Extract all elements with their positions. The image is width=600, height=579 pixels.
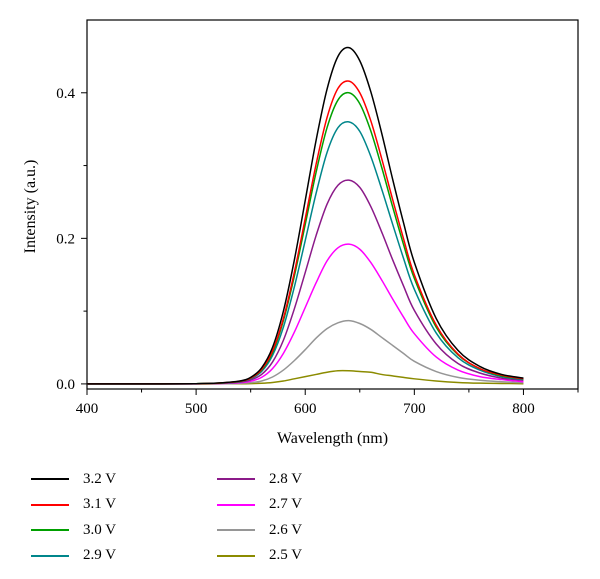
legend-swatch bbox=[31, 529, 69, 531]
legend-label: 3.2 V bbox=[83, 470, 117, 487]
legend-label: 2.8 V bbox=[269, 470, 303, 487]
x-tick-label: 800 bbox=[512, 401, 535, 417]
x-axis-title: Wavelength (nm) bbox=[277, 430, 388, 447]
legend-item: 2.7 V bbox=[217, 494, 302, 516]
x-tick-label: 700 bbox=[403, 401, 426, 417]
legend-label: 3.1 V bbox=[83, 496, 117, 512]
legend-swatch bbox=[31, 503, 69, 506]
legend-swatch bbox=[217, 529, 255, 531]
legend-label: 2.7 V bbox=[269, 496, 303, 512]
y-axis: 0.0 0.2 0.4 bbox=[56, 86, 87, 393]
series-line-0 bbox=[86, 46, 524, 385]
x-tick-label: 500 bbox=[185, 401, 208, 417]
legend-swatch bbox=[31, 554, 69, 557]
y-tick-label: 0.4 bbox=[56, 86, 75, 102]
legend-item: 2.9 V bbox=[31, 545, 116, 567]
y-axis-title: Intensity (a.u.) bbox=[22, 160, 39, 254]
legend-item: 2.5 V bbox=[217, 545, 302, 567]
legend-item: 2.8 V bbox=[217, 468, 302, 490]
series-layer bbox=[86, 46, 524, 385]
x-tick-label: 600 bbox=[294, 401, 317, 417]
legend-swatch bbox=[217, 478, 255, 480]
plot-frame bbox=[86, 19, 579, 390]
x-axis: 400 500 600 700 800 bbox=[76, 389, 579, 417]
legend-swatch bbox=[31, 478, 69, 480]
legend-item: 2.6 V bbox=[217, 519, 302, 541]
legend-item: 3.1 V bbox=[31, 494, 116, 516]
legend-label: 2.6 V bbox=[269, 521, 303, 538]
y-tick-label: 0.2 bbox=[56, 231, 75, 247]
legend-label: 2.5 V bbox=[269, 547, 303, 563]
legend-item: 3.0 V bbox=[31, 519, 116, 541]
y-tick-label: 0.0 bbox=[56, 377, 75, 393]
legend-swatch bbox=[217, 554, 255, 557]
legend-item: 3.2 V bbox=[31, 468, 116, 490]
legend-label: 2.9 V bbox=[83, 547, 117, 563]
legend-swatch bbox=[217, 503, 255, 506]
plot-area: 400 500 600 700 800 0.0 0.2 0.4 bbox=[56, 19, 579, 417]
legend-label: 3.0 V bbox=[83, 521, 117, 538]
x-tick-label: 400 bbox=[76, 401, 99, 417]
